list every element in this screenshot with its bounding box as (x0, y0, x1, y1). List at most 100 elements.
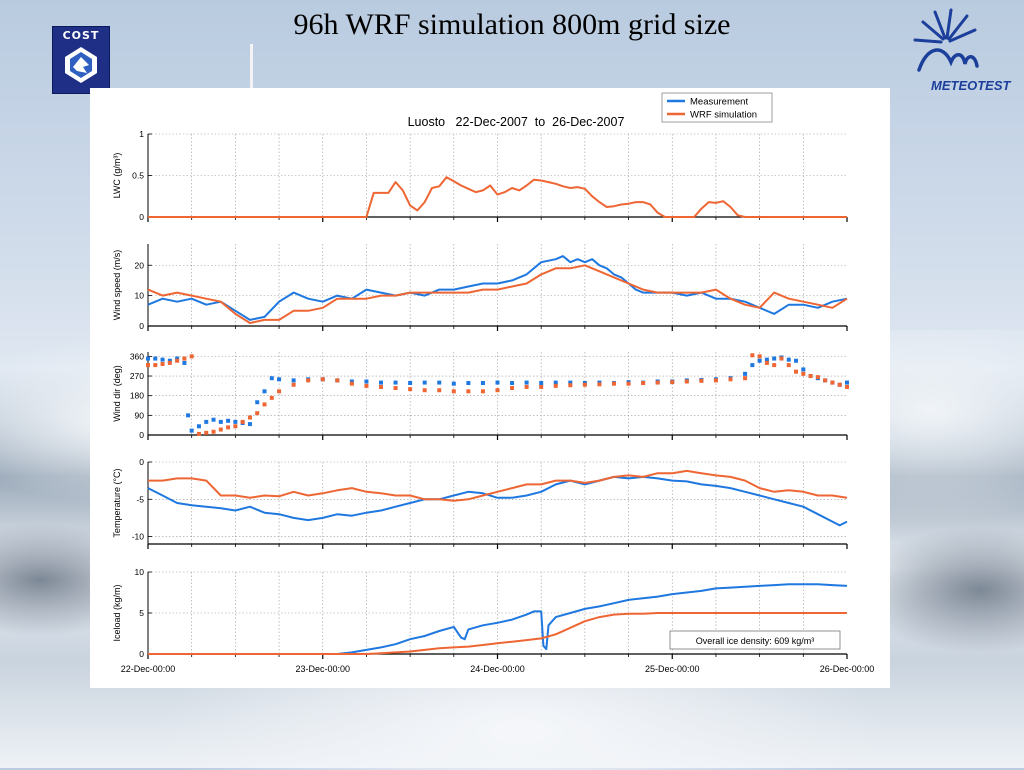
data-point-wrf (779, 356, 784, 361)
panel-temperature: 0 -5 -10 Temperature (°C) (112, 457, 848, 549)
data-point-wrf (175, 358, 180, 363)
y-tick-label: 90 (135, 410, 145, 420)
chart-title: Luosto 22-Dec-2007 to 26-Dec-2007 (408, 115, 625, 129)
data-point-wrf (830, 380, 835, 385)
data-point-wrf (655, 380, 660, 385)
data-point-wrf (670, 380, 675, 385)
y-axis-label-lwc: LWC (g/m³) (112, 153, 122, 199)
data-point-wrf (728, 377, 733, 382)
y-tick-label: 10 (135, 567, 145, 577)
chart-legend: Measurement WRF simulation (661, 92, 773, 123)
data-point-measurement (845, 380, 849, 385)
data-point-measurement (255, 400, 260, 405)
data-point-measurement (539, 381, 544, 386)
data-point-measurement (262, 389, 267, 394)
y-tick-label: 360 (130, 351, 144, 361)
data-point-measurement (167, 358, 172, 363)
data-point-measurement (218, 419, 223, 424)
data-point-wrf (211, 429, 216, 434)
data-point-wrf (422, 388, 427, 393)
data-point-measurement (437, 380, 442, 385)
data-point-measurement (786, 357, 791, 362)
data-point-wrf (408, 387, 413, 392)
data-point-wrf (364, 383, 369, 388)
data-point-wrf (641, 381, 646, 386)
data-point-measurement (510, 381, 515, 386)
data-point-measurement (422, 380, 427, 385)
meteotest-sun-icon (913, 8, 979, 72)
y-axis-label-wind_speed: Wind speed (m/s) (112, 250, 122, 321)
cost-logo: COST (52, 26, 110, 94)
x-tick-label: 25-Dec-00:00 (645, 664, 700, 674)
cost-logo-text: COST (62, 29, 100, 42)
legend-label-wrf: WRF simulation (690, 110, 757, 121)
data-point-wrf (379, 384, 383, 389)
data-point-measurement (233, 419, 238, 424)
data-point-measurement (379, 380, 383, 385)
data-point-measurement (772, 356, 777, 361)
data-point-wrf (495, 388, 500, 393)
data-point-measurement (794, 358, 799, 363)
data-point-measurement (568, 380, 573, 385)
x-tick-label: 22-Dec-00:00 (121, 664, 176, 674)
y-tick-label: 0 (139, 430, 144, 440)
meteotest-logo-text: METEOTEST (931, 78, 1011, 93)
data-point-wrf (182, 356, 187, 361)
series-line-wrf-wind_speed (147, 264, 848, 324)
y-axis-label-temperature: Temperature (°C) (112, 468, 122, 537)
data-point-wrf (451, 389, 456, 394)
data-point-wrf (582, 382, 587, 387)
data-point-measurement (186, 413, 191, 418)
data-point-wrf (568, 383, 573, 388)
cost-emblem-icon (65, 47, 97, 83)
data-point-wrf (320, 377, 325, 382)
data-point-wrf (699, 378, 704, 383)
data-point-wrf (204, 430, 209, 435)
series-line-measurement-iceload (148, 583, 848, 655)
series-line-wrf-lwc (148, 176, 847, 218)
data-point-measurement (146, 356, 150, 361)
data-point-measurement (750, 363, 755, 368)
background-pole (250, 44, 253, 90)
data-point-measurement (480, 381, 485, 386)
data-point-measurement (466, 381, 471, 386)
data-point-wrf (291, 382, 296, 387)
y-axis-label-wind_dir: Wind dir (deg) (112, 365, 122, 422)
data-point-wrf (684, 379, 689, 384)
data-point-wrf (626, 381, 631, 386)
data-point-wrf (146, 363, 150, 368)
chart-panel: Luosto 22-Dec-2007 to 26-Dec-2007 Measur… (90, 88, 890, 688)
data-point-wrf (167, 360, 172, 365)
y-tick-label: 270 (130, 371, 144, 381)
y-tick-label: 0 (139, 457, 144, 467)
data-point-wrf (845, 384, 849, 389)
data-point-measurement (291, 378, 296, 383)
data-point-measurement (204, 419, 209, 424)
panel-wind_speed: 0 10 20 Wind speed (m/s) (112, 244, 848, 331)
series-line-measurement-wind_speed (147, 255, 848, 321)
chart-panels: 0 0.5 1 LWC (g/m³) 0 10 20 Wind speed (m/s) 0 90 1… (112, 129, 874, 674)
y-tick-label: -5 (136, 494, 144, 504)
data-point-wrf (255, 411, 260, 416)
data-point-wrf (189, 354, 194, 359)
x-tick-label: 23-Dec-00:00 (295, 664, 350, 674)
data-point-measurement (247, 422, 252, 427)
x-tick-label: 26-Dec-00:00 (820, 664, 875, 674)
data-point-measurement (451, 381, 456, 386)
data-point-wrf (510, 386, 515, 391)
data-point-wrf (269, 395, 274, 400)
y-tick-label: 10 (135, 291, 145, 301)
data-point-wrf (466, 389, 471, 394)
data-point-measurement (160, 357, 165, 362)
data-point-wrf (823, 378, 828, 383)
data-point-wrf (480, 389, 485, 394)
data-point-measurement (269, 376, 274, 381)
data-point-measurement (153, 356, 158, 361)
data-point-wrf (786, 363, 791, 368)
series-line-wrf-temperature (148, 469, 848, 502)
series-line-measurement-temperature (147, 475, 848, 527)
panel-iceload: 0 5 10 Iceload (kg/m) Overall ice density: 6… (112, 567, 874, 674)
data-point-measurement (764, 357, 769, 362)
y-tick-label: 20 (135, 260, 145, 270)
panel-lwc: 0 0.5 1 LWC (g/m³) (112, 129, 848, 222)
